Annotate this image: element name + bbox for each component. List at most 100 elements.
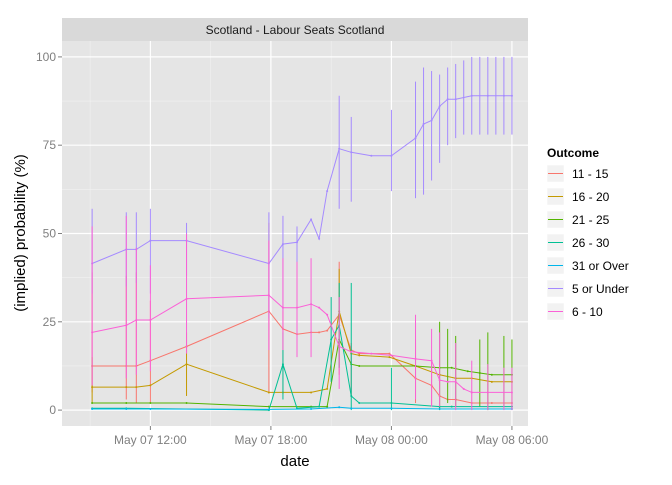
- data-point: [388, 352, 391, 355]
- series-group: [91, 215, 513, 411]
- data-point: [510, 94, 513, 97]
- data-point: [446, 98, 449, 101]
- data-point: [388, 356, 391, 359]
- y-axis-label: (implied) probability (%): [12, 154, 29, 312]
- data-point: [350, 350, 353, 353]
- data-point: [91, 402, 94, 405]
- data-point: [330, 338, 333, 341]
- data-point: [390, 354, 393, 357]
- data-point: [149, 384, 152, 387]
- data-point: [281, 306, 284, 309]
- x-axis: May 07 12:00 May 07 18:00 May 08 00:00 May …: [114, 426, 549, 447]
- data-point: [430, 119, 433, 122]
- data-point: [358, 352, 361, 355]
- data-point: [486, 94, 489, 97]
- data-point: [267, 391, 270, 394]
- data-point: [462, 387, 465, 390]
- data-point: [390, 402, 393, 405]
- data-point: [91, 331, 94, 334]
- data-point: [318, 331, 321, 334]
- data-point: [281, 363, 284, 366]
- legend-label: 31 or Over: [572, 259, 629, 273]
- data-point: [310, 391, 313, 394]
- legend: Outcome 11 - 15 16 - 20 21 - 25 26 - 30 31 o…: [546, 146, 629, 321]
- data-point: [486, 391, 489, 394]
- data-point: [149, 239, 152, 242]
- data-point: [414, 137, 417, 140]
- data-point: [125, 408, 128, 411]
- legend-label: 11 - 15: [572, 167, 609, 181]
- data-point: [438, 379, 441, 382]
- data-point: [438, 408, 441, 411]
- legend-label: 16 - 20: [572, 190, 610, 204]
- series-line: [91, 294, 512, 393]
- data-point: [91, 408, 94, 411]
- data-point: [149, 408, 152, 411]
- data-point: [135, 319, 138, 322]
- data-point: [326, 329, 329, 332]
- y-tick-label: 0: [49, 403, 56, 417]
- x-tick-label: May 08 00:00: [355, 433, 428, 447]
- legend-item: 31 or Over: [546, 256, 629, 275]
- x-tick-label: May 07 12:00: [114, 433, 187, 447]
- data-point: [326, 190, 329, 193]
- legend-label: 5 or Under: [572, 282, 629, 296]
- data-point: [296, 241, 299, 244]
- series-line: [92, 406, 512, 410]
- data-point: [466, 370, 469, 373]
- legend-title: Outcome: [547, 146, 599, 160]
- data-point: [318, 405, 321, 408]
- data-point: [326, 405, 329, 408]
- data-point: [454, 380, 457, 383]
- y-tick-label: 75: [43, 138, 57, 152]
- data-point: [125, 324, 128, 327]
- series-group: [91, 406, 513, 411]
- legend-label: 6 - 10: [572, 305, 603, 319]
- y-tick-label: 50: [43, 227, 57, 241]
- data-point: [510, 391, 513, 394]
- data-point: [358, 354, 361, 357]
- data-point: [310, 303, 313, 306]
- data-point: [490, 402, 493, 405]
- data-point: [350, 407, 353, 410]
- data-point: [370, 154, 373, 157]
- series-layer: [91, 56, 513, 412]
- legend-item: 6 - 10: [546, 302, 603, 321]
- data-point: [338, 345, 341, 348]
- data-point: [267, 408, 270, 411]
- data-point: [438, 105, 441, 108]
- legend-label: 21 - 25: [572, 213, 610, 227]
- legend-item: 11 - 15: [546, 164, 609, 183]
- data-point: [350, 151, 353, 154]
- data-point: [318, 237, 321, 240]
- x-axis-label: date: [280, 453, 309, 470]
- data-point: [296, 306, 299, 309]
- legend-item: 16 - 20: [546, 187, 610, 206]
- y-tick-label: 25: [43, 315, 57, 329]
- data-point: [185, 363, 188, 366]
- data-point: [358, 364, 361, 367]
- y-axis: 0 25 50 75 100: [36, 50, 62, 417]
- data-point: [338, 406, 341, 409]
- data-point: [502, 94, 505, 97]
- data-point: [430, 359, 433, 362]
- data-point: [470, 94, 473, 97]
- x-tick-label: May 07 18:00: [235, 433, 308, 447]
- data-point: [470, 391, 473, 394]
- data-point: [310, 408, 313, 411]
- data-point: [149, 319, 152, 322]
- data-point: [185, 402, 188, 405]
- data-point: [490, 373, 493, 376]
- data-point: [454, 98, 457, 101]
- data-point: [125, 386, 128, 389]
- data-point: [490, 380, 493, 383]
- data-point: [310, 218, 313, 221]
- data-point: [267, 294, 270, 297]
- data-point: [91, 386, 94, 389]
- data-point: [149, 402, 152, 405]
- y-tick-label: 100: [36, 50, 56, 64]
- data-point: [446, 380, 449, 383]
- data-point: [422, 123, 425, 126]
